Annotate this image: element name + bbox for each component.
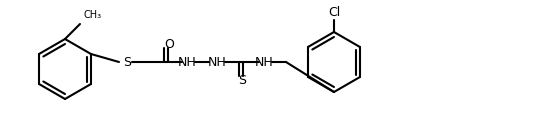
- Text: NH: NH: [255, 55, 273, 68]
- Text: NH: NH: [208, 55, 226, 68]
- Text: S: S: [123, 55, 131, 68]
- Text: O: O: [164, 38, 174, 51]
- Text: Cl: Cl: [328, 6, 340, 18]
- Text: S: S: [238, 74, 246, 87]
- Text: CH₃: CH₃: [83, 10, 101, 20]
- Text: NH: NH: [178, 55, 197, 68]
